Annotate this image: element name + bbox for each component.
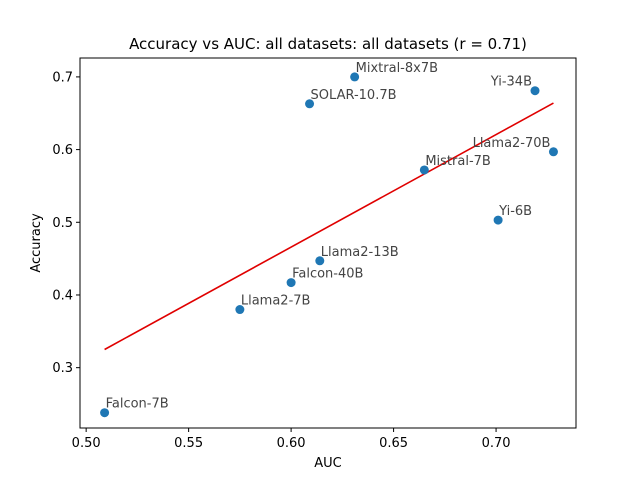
y-tick-label: 0.7 <box>52 70 73 85</box>
y-tick-label: 0.5 <box>52 216 73 231</box>
data-point <box>315 256 325 266</box>
data-point <box>286 278 296 288</box>
plot-area: Falcon-7B Llama2-7B Falcon-40B Llama2-13B SO… <box>100 61 558 418</box>
point-label: Llama2-13B <box>321 245 399 260</box>
point-label: SOLAR-10.7B <box>311 88 397 103</box>
x-tick-label: 0.50 <box>72 436 101 451</box>
point-label: Falcon-40B <box>292 267 363 282</box>
x-tick-label: 0.55 <box>174 436 203 451</box>
point-label: Yi-34B <box>490 75 532 90</box>
data-point <box>305 99 315 109</box>
axes-frame <box>79 57 577 429</box>
regression-line <box>104 102 554 351</box>
x-tick-label: 0.60 <box>277 436 306 451</box>
y-tick-label: 0.4 <box>52 288 73 303</box>
x-tick-label: 0.70 <box>482 436 511 451</box>
data-point <box>235 305 245 315</box>
point-label: Falcon-7B <box>106 397 169 412</box>
data-point <box>530 86 540 96</box>
point-label: Llama2-70B <box>473 136 551 151</box>
y-tick-label: 0.6 <box>52 143 73 158</box>
data-point <box>100 408 110 418</box>
chart-title: Accuracy vs AUC: all datasets: all datas… <box>129 35 527 53</box>
x-axis-label: AUC <box>314 456 342 471</box>
data-point <box>350 72 360 82</box>
point-label: Llama2-7B <box>241 294 311 309</box>
point-label: Yi-6B <box>498 204 532 219</box>
point-label: Mistral-7B <box>425 154 491 169</box>
y-tick-label: 0.3 <box>52 361 73 376</box>
data-point <box>548 147 558 157</box>
point-label: Mixtral-8x7B <box>356 61 438 76</box>
data-point <box>419 165 429 175</box>
y-axis-label: Accuracy <box>29 213 44 273</box>
x-tick-label: 0.65 <box>379 436 408 451</box>
data-point <box>493 215 503 225</box>
